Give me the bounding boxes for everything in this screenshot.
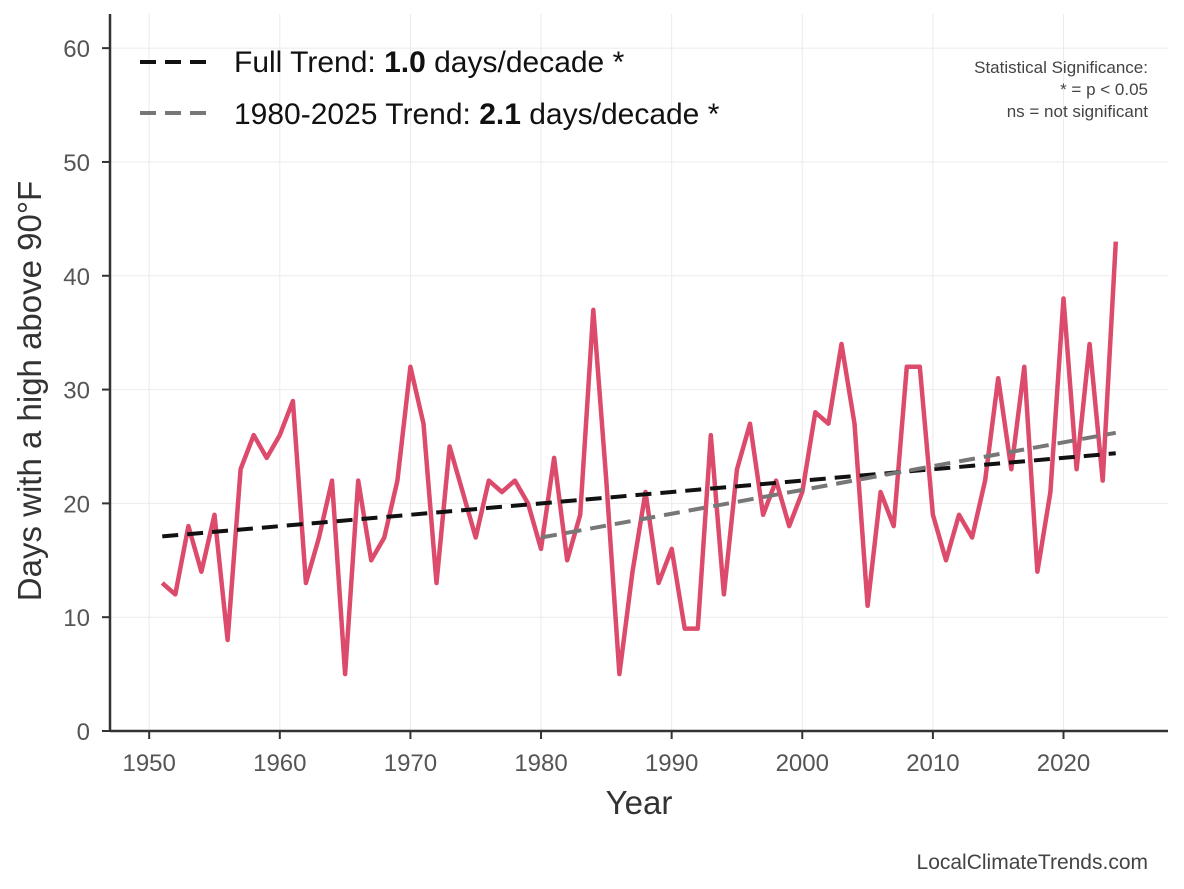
y-tick-label-10: 10: [63, 605, 90, 632]
series-line-0: [160, 241, 1119, 677]
legend: Full Trend: 1.0 days/decade * 1980-2025 …: [140, 46, 720, 131]
x-tick-label-1950: 1950: [122, 750, 175, 777]
significance-title: Statistical Significance:: [974, 58, 1148, 77]
series-lines: [160, 241, 1119, 677]
significance-ns: ns = not significant: [1007, 102, 1149, 121]
legend-1980-trend-value: 2.1: [479, 98, 521, 131]
legend-label-full-trend: Full Trend: 1.0 days/decade *: [234, 46, 625, 79]
legend-full-trend-suffix: days/decade *: [426, 46, 625, 79]
legend-full-trend-value: 1.0: [384, 46, 426, 79]
x-tick-label-2000: 2000: [776, 750, 829, 777]
significance-note: Statistical Significance: * = p < 0.05 n…: [974, 58, 1148, 121]
y-tick-label-40: 40: [63, 264, 90, 291]
x-tick-label-1990: 1990: [645, 750, 698, 777]
y-tick-label-60: 60: [63, 36, 90, 63]
significance-p-value: * = p < 0.05: [1060, 80, 1148, 99]
x-tick-label-2010: 2010: [906, 750, 959, 777]
ticks: 1950 1960 1970 1980 1990 2000 2010 2020 0 10 20 30 4…: [63, 36, 1090, 777]
y-tick-label-50: 50: [63, 150, 90, 177]
y-tick-label-20: 20: [63, 491, 90, 518]
x-tick-label-1980: 1980: [514, 750, 567, 777]
y-axis-title: Days with a high above 90°F: [11, 181, 48, 601]
x-tick-label-1960: 1960: [253, 750, 306, 777]
legend-full-trend-prefix: Full Trend:: [234, 46, 384, 79]
trend-line-full: [162, 451, 1116, 539]
source-label: LocalClimateTrends.com: [917, 851, 1148, 874]
y-tick-label-30: 30: [63, 378, 90, 405]
axes: [108, 14, 1168, 733]
y-tick-label-0: 0: [77, 719, 90, 746]
legend-1980-trend-prefix: 1980-2025 Trend:: [234, 98, 479, 131]
legend-label-1980-trend: 1980-2025 Trend: 2.1 days/decade *: [234, 98, 720, 131]
x-tick-label-2020: 2020: [1037, 750, 1090, 777]
x-tick-label-1970: 1970: [384, 750, 437, 777]
trend-line-1980-2025: [540, 430, 1117, 540]
grid: [110, 14, 1168, 731]
x-axis-title: Year: [606, 784, 673, 821]
legend-1980-trend-suffix: days/decade *: [521, 98, 720, 131]
